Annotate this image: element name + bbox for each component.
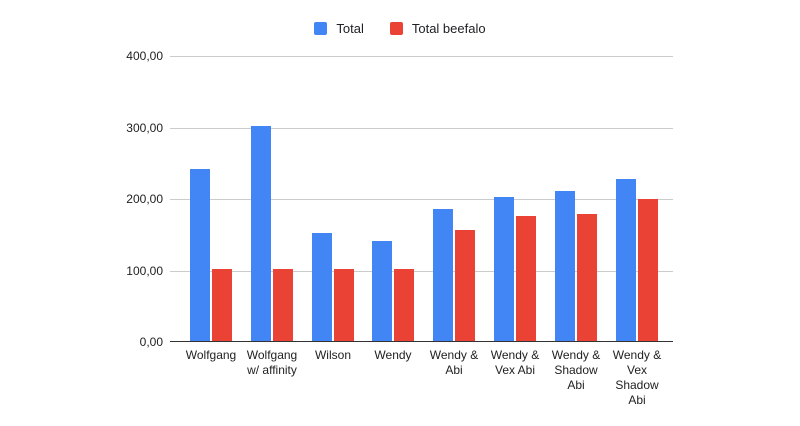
plot-area — [170, 56, 673, 342]
x-axis-label-wendy-vex-abi: Wendy & Vex Abi — [473, 348, 557, 378]
bar-total-beefalo-wilson — [334, 269, 354, 341]
x-axis-line — [170, 341, 673, 342]
gridline-100 — [170, 271, 673, 272]
legend-swatch-total — [314, 22, 328, 35]
x-axis-label-line: Wilson — [314, 348, 351, 362]
x-axis-label-line: Wolfgang — [246, 348, 298, 362]
bar-total-wendy-vex-shadow-abi — [616, 179, 636, 341]
bar-total-wendy — [372, 241, 392, 341]
legend-label-total: Total — [336, 21, 364, 36]
x-axis-label-line: w/ affinity — [247, 363, 297, 377]
chart-legend: Total Total beefalo — [0, 21, 800, 36]
bar-total-wendy-vex-abi — [494, 197, 514, 341]
gridline-400 — [170, 56, 673, 57]
y-tick-label-300: 300,00 — [126, 121, 163, 135]
bar-total-beefalo-wendy — [394, 269, 414, 341]
x-axis-label-line: Shadow — [554, 363, 598, 377]
gridline-200 — [170, 199, 673, 200]
x-axis-label-line: Wendy & — [551, 348, 601, 362]
bar-total-beefalo-wendy-vex-abi — [516, 216, 536, 341]
legend-item-total: Total — [314, 21, 364, 36]
x-axis-label-wilson: Wilson — [291, 348, 375, 363]
bar-total-beefalo-wolfgang-w-affinity — [273, 269, 293, 341]
legend-swatch-total-beefalo — [389, 22, 403, 35]
x-axis-label-line: Vex — [626, 363, 647, 377]
x-axis-label-wolfgang-w-affinity: Wolfgang w/ affinity — [230, 348, 314, 378]
x-axis-label-line: Wendy — [374, 348, 412, 362]
x-axis-label-line: Abi — [628, 393, 646, 407]
x-axis-label-line: Wendy & — [429, 348, 479, 362]
x-axis-label-line: Wendy & — [490, 348, 540, 362]
legend-item-total-beefalo: Total beefalo — [389, 21, 486, 36]
legend-label-total-beefalo: Total beefalo — [411, 21, 486, 36]
x-axis-label-wendy: Wendy — [351, 348, 435, 363]
bar-total-wendy-shadow-abi — [555, 191, 575, 341]
bar-total-wolfgang-w-affinity — [251, 126, 271, 341]
x-axis-label-wendy-shadow-abi: Wendy & Shadow Abi — [534, 348, 618, 393]
gridline-300 — [170, 128, 673, 129]
x-axis-label-line: Abi — [567, 378, 585, 392]
x-axis-label-wendy-abi: Wendy & Abi — [412, 348, 496, 378]
x-axis-label-wendy-vex-shadow-abi: Wendy & Vex Shadow Abi — [595, 348, 679, 408]
y-tick-label-200: 200,00 — [126, 192, 163, 206]
x-axis-label-line: Shadow — [615, 378, 659, 392]
bar-total-beefalo-wendy-vex-shadow-abi — [638, 199, 658, 341]
bar-total-wolfgang — [190, 169, 210, 341]
x-axis-label-line: Vex Abi — [494, 363, 536, 377]
y-tick-label-400: 400,00 — [126, 49, 163, 63]
bar-total-beefalo-wolfgang — [212, 269, 232, 341]
x-axis-label-line: Wolfgang — [185, 348, 237, 362]
x-axis-label-line: Wendy & — [612, 348, 662, 362]
y-tick-label-0: 0,00 — [139, 335, 163, 349]
bar-total-beefalo-wendy-abi — [455, 230, 475, 341]
y-tick-label-100: 100,00 — [126, 264, 163, 278]
bar-total-wendy-abi — [433, 209, 453, 341]
x-axis-label-wolfgang: Wolfgang — [169, 348, 253, 363]
bar-total-beefalo-wendy-shadow-abi — [577, 214, 597, 341]
bar-total-wilson — [312, 233, 332, 341]
x-axis-label-line: Abi — [445, 363, 463, 377]
